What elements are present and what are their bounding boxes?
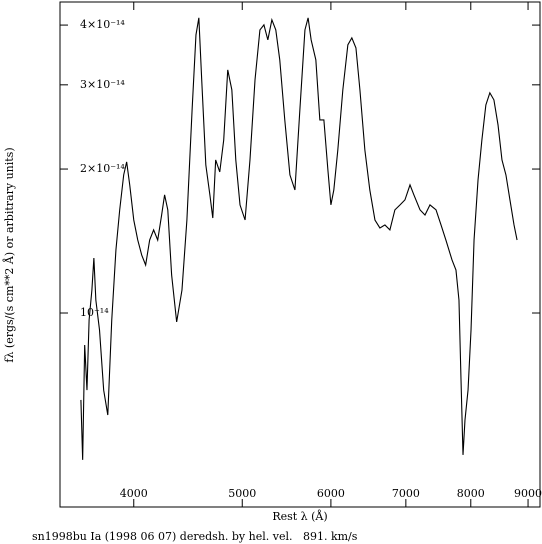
caption: sn1998bu Ia (1998 06 07) deredsh. by hel… [32,530,358,543]
x-tick-label: 6000 [317,487,345,500]
x-tick-label: 8000 [457,487,485,500]
y-tick-label: 3×10⁻¹⁴ [80,78,125,91]
x-axis-label: Rest λ (Å) [272,509,327,523]
x-tick-label: 7000 [392,487,420,500]
x-tick-label: 4000 [120,487,148,500]
spectrum-line [80,17,518,460]
x-tick-label: 9000 [514,487,542,500]
y-axis-label: fλ (ergs/(s cm**2 Å) or arbitrary units) [2,147,16,362]
y-tick-label: 2×10⁻¹⁴ [80,162,125,175]
y-tick-label: 10⁻¹⁴ [80,306,109,319]
x-tick-label: 5000 [228,487,256,500]
y-tick-label: 4×10⁻¹⁴ [80,18,125,31]
plot-frame [59,1,541,508]
